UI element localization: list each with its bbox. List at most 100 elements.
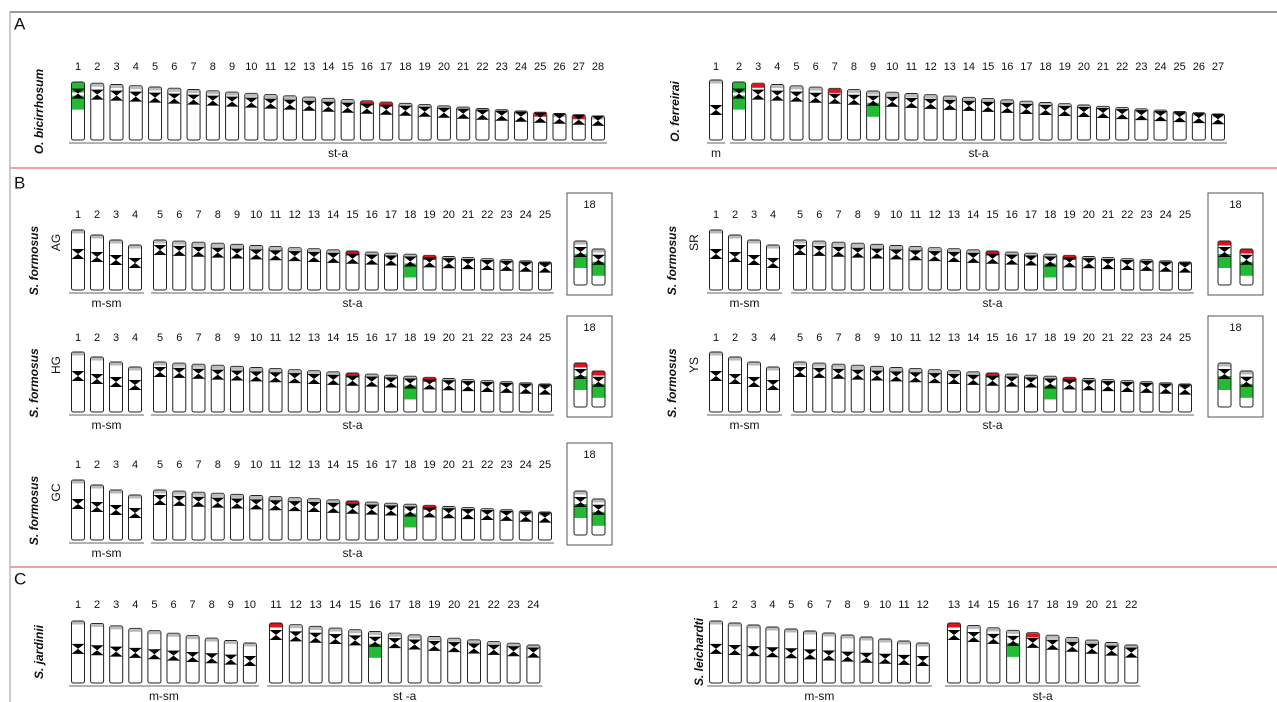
- group-label: m-sm: [92, 418, 122, 432]
- short-arm-tip: [766, 628, 778, 631]
- chromosome-number: 22: [1121, 332, 1133, 344]
- chromosome-number: 17: [1025, 332, 1037, 344]
- chromosome-number: 12: [290, 599, 302, 611]
- chromosome-number: 11: [910, 209, 921, 221]
- chromosome-number: 23: [500, 459, 512, 471]
- short-arm-tip: [910, 369, 922, 372]
- chromosome-number: 22: [1121, 209, 1133, 221]
- short-arm-tip: [748, 241, 760, 244]
- chromosome-number: 12: [289, 332, 301, 344]
- chromosome-number: 19: [1063, 332, 1075, 344]
- group-label: st-a: [1033, 689, 1053, 702]
- chromosome-number: 27: [1212, 61, 1224, 73]
- chromosome-number: 20: [1083, 332, 1095, 344]
- chromosome-number: 14: [322, 61, 334, 73]
- short-arm-tip: [270, 369, 282, 372]
- chromosome-number: 21: [1102, 209, 1114, 221]
- short-arm-tip: [929, 370, 941, 373]
- chromosome-number: 25: [534, 61, 546, 73]
- species-label: S. jardinii: [32, 624, 46, 679]
- chromosome-number: 9: [234, 209, 240, 221]
- chromosome: [91, 485, 104, 540]
- chromosome-number: 5: [151, 599, 157, 611]
- chromosome-number: 21: [462, 209, 474, 221]
- chromosome-number: 9: [234, 332, 240, 344]
- short-arm-tip: [767, 368, 779, 371]
- chromosome-number: 14: [327, 332, 339, 344]
- chromosome-number: 23: [496, 61, 508, 73]
- chromosome-number: 15: [346, 332, 358, 344]
- chromosome-number: 7: [832, 61, 838, 73]
- chromosome: [91, 357, 104, 412]
- chromosome-number: 23: [1140, 332, 1152, 344]
- population-label: SR: [687, 234, 701, 251]
- short-arm-tip: [173, 364, 185, 367]
- chromosome-number: 6: [816, 332, 822, 344]
- group-label: m-sm: [730, 296, 760, 310]
- chromosome-number: 8: [209, 599, 215, 611]
- chromosome-number: 14: [329, 599, 341, 611]
- short-arm-tip: [245, 94, 257, 97]
- chromosome-number: 8: [210, 61, 216, 73]
- chromosome-number: 18: [1046, 599, 1058, 611]
- inset-label: 18: [583, 322, 595, 334]
- chromosome-number: 15: [346, 459, 358, 471]
- short-arm-tip: [833, 365, 845, 368]
- short-arm-tip: [968, 626, 980, 629]
- chromosome-number: 22: [488, 599, 500, 611]
- species-label: S. formosus: [665, 348, 679, 418]
- ribosomal-band-red: [1219, 242, 1231, 246]
- species-label: S. leichardti: [692, 617, 706, 686]
- short-arm-tip: [813, 242, 825, 245]
- short-arm-tip: [289, 498, 301, 501]
- chromosome-number: 24: [1160, 209, 1172, 221]
- short-arm-tip: [1241, 372, 1253, 375]
- ribosomal-band-red: [575, 364, 587, 368]
- chromosome-number: 2: [732, 209, 738, 221]
- chromosome-number: 13: [309, 599, 321, 611]
- short-arm-tip: [488, 642, 500, 645]
- chromosome-number: 22: [1125, 599, 1137, 611]
- chromosome-number: 24: [520, 332, 532, 344]
- chromosome-number: 25: [1174, 61, 1186, 73]
- chromosome-number: 15: [986, 332, 998, 344]
- chromosome-number: 20: [443, 332, 455, 344]
- chromosome-number: 9: [874, 332, 880, 344]
- ribosomal-band-red: [270, 624, 282, 628]
- inset-label: 18: [1229, 322, 1241, 334]
- inset-label: 18: [583, 449, 595, 461]
- chromosome-number: 14: [968, 599, 980, 611]
- chromosome-number: 19: [419, 61, 431, 73]
- chromosome-number: 2: [94, 599, 100, 611]
- chromosome-number: 1: [713, 599, 719, 611]
- short-arm-tip: [250, 368, 262, 371]
- chromosome-number: 5: [157, 459, 163, 471]
- chromosome-number: 23: [1135, 61, 1147, 73]
- chromosome-number: 9: [234, 459, 240, 471]
- short-arm-tip: [72, 231, 84, 234]
- short-arm-tip: [110, 626, 122, 629]
- chromosome-number: 21: [462, 332, 474, 344]
- chromosome-number: 13: [308, 209, 320, 221]
- chromosome-number: 2: [732, 599, 738, 611]
- short-arm-tip: [129, 246, 141, 249]
- short-arm-tip: [729, 624, 741, 627]
- short-arm-tip: [867, 91, 879, 94]
- short-arm-tip: [310, 627, 322, 630]
- short-arm-tip: [187, 636, 199, 639]
- panel-label: A: [14, 14, 26, 33]
- chromosome: [729, 357, 742, 412]
- short-arm-tip: [748, 363, 760, 366]
- short-arm-tip: [1066, 638, 1078, 641]
- chromosome-number: 26: [1193, 61, 1205, 73]
- short-arm-tip: [593, 500, 605, 503]
- chromosome-number: 23: [500, 209, 512, 221]
- group-label: m: [711, 146, 721, 160]
- chromosome-number: 17: [385, 332, 397, 344]
- chromosome-number: 8: [215, 459, 221, 471]
- short-arm-tip: [428, 637, 440, 640]
- ribosomal-band-red: [752, 84, 764, 88]
- chromosome-number: 20: [443, 459, 455, 471]
- population-label: GC: [49, 483, 63, 501]
- chromosome: [72, 480, 85, 540]
